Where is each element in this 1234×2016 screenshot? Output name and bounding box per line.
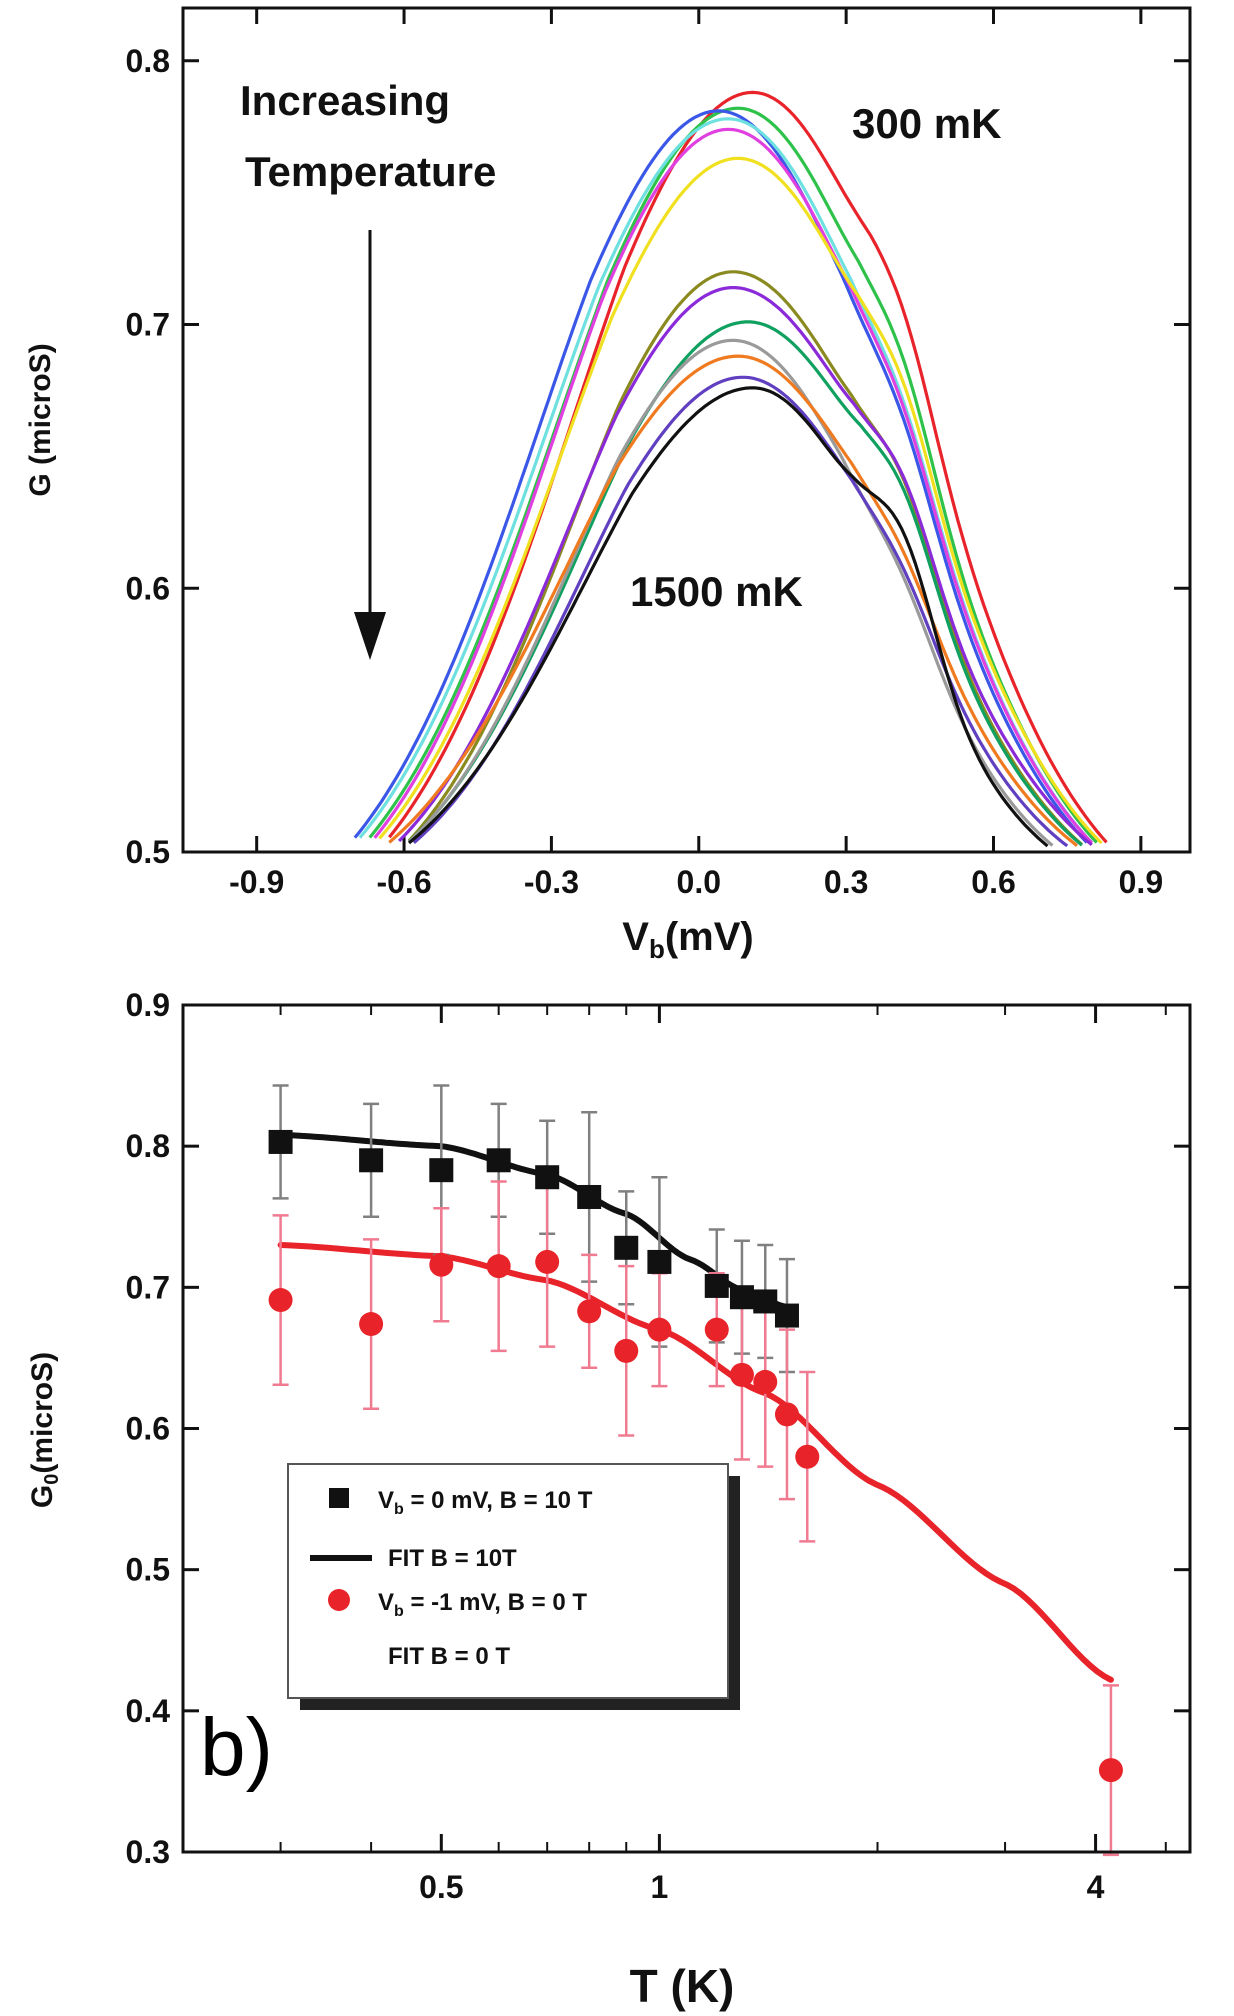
bottom-panel: 0.5 1 4 0.3 0.4 0.5 0.6 0.7 0.8 0.9 T (K) G0(mic… [26, 987, 1192, 2012]
bottom-data-point-square [774, 1303, 799, 1328]
bottom-axis-ticks [183, 1003, 1190, 1854]
legend: Vb = 0 mV, B = 10 T FIT B = 10T Vb = -1 … [287, 1463, 740, 1710]
top-temperature-curve [388, 354, 1078, 847]
increasing-label-line1: Increasing [240, 77, 450, 124]
bottom-data-point-square [704, 1273, 729, 1298]
top-temperature-curve [407, 386, 1049, 848]
bottom-x-axis-label: T (K) [630, 1960, 735, 2012]
bottom-data-point-circle [535, 1249, 560, 1274]
top-y-tick-label: 0.7 [126, 307, 170, 343]
bottom-data-point-circle [614, 1338, 639, 1363]
legend-box [287, 1463, 729, 1699]
bottom-data-point-circle [429, 1252, 454, 1277]
bottom-data-point-square [753, 1289, 778, 1314]
bottom-markers [268, 1129, 1123, 1783]
top-x-tick-labels: -0.9 -0.6 -0.3 0.0 0.3 0.6 0.9 [229, 864, 1163, 900]
top-x-tick-label: -0.3 [524, 864, 579, 900]
legend-entry-3: Vb = -1 mV, B = 0 T [378, 1589, 587, 1620]
bottom-y-tick-labels: 0.3 0.4 0.5 0.6 0.7 0.8 0.9 [126, 987, 171, 1870]
top-x-tick-label: 0.6 [971, 864, 1015, 900]
legend-entry-4: FIT B = 0 T [388, 1643, 510, 1670]
bottom-data-point-square [647, 1249, 672, 1274]
panel-label-b: b) [200, 1702, 273, 1793]
bottom-y-tick-label: 0.9 [126, 987, 170, 1023]
bottom-y-tick-label: 0.8 [126, 1128, 170, 1164]
bottom-data-point-circle [774, 1402, 799, 1427]
bottom-data-point-circle [704, 1317, 729, 1342]
bottom-y-axis-label: G0(microS) [26, 1352, 63, 1508]
increasing-arrow-head [354, 612, 386, 660]
bottom-y-tick-label: 0.7 [126, 1269, 170, 1305]
top-temperature-curve [368, 106, 1098, 844]
label-1500mk: 1500 mK [630, 568, 803, 615]
top-temperature-curve [407, 338, 1054, 847]
bottom-data-point-circle [729, 1362, 754, 1387]
top-temperature-curve [378, 156, 1103, 845]
top-temperature-curve [397, 286, 1093, 847]
bottom-x-tick-labels: 0.5 1 4 [419, 1869, 1105, 1905]
top-x-tick-label: 0.9 [1119, 864, 1163, 900]
bottom-fit-curve [277, 1242, 1114, 1683]
legend-marker-circle [328, 1589, 350, 1611]
top-y-tick-label: 0.8 [126, 43, 170, 79]
legend-marker-square [329, 1488, 349, 1508]
top-temperature-curve [358, 117, 1093, 844]
bottom-x-tick-label: 1 [651, 1869, 669, 1905]
bottom-x-tick-label: 0.5 [419, 1869, 463, 1905]
bottom-data-point-circle [486, 1254, 511, 1279]
bottom-y-tick-label: 0.3 [126, 1834, 170, 1870]
bottom-data-point-square [268, 1129, 293, 1154]
bottom-data-point-square [486, 1148, 511, 1173]
legend-entry-2: FIT B = 10T [388, 1545, 517, 1572]
bottom-data-point-circle [577, 1299, 602, 1324]
bottom-data-point-circle [795, 1444, 820, 1469]
legend-entry-1: Vb = 0 mV, B = 10 T [378, 1487, 593, 1518]
top-curves [353, 90, 1108, 848]
bottom-plot-frame [181, 1003, 1192, 1854]
bottom-data-point-circle [753, 1369, 778, 1394]
bottom-data-point-circle [359, 1312, 384, 1337]
bottom-data-point-square [729, 1285, 754, 1310]
label-300mk: 300 mK [852, 100, 1001, 147]
top-x-tick-label: 0.3 [824, 864, 868, 900]
top-x-tick-label: 0.0 [677, 864, 721, 900]
bottom-data-point-square [359, 1148, 384, 1173]
bottom-fit-curves [277, 1131, 1114, 1683]
bottom-data-point-square [535, 1165, 560, 1190]
top-temperature-curve [353, 109, 1088, 844]
bottom-y-tick-label: 0.4 [126, 1693, 171, 1729]
top-temperature-curve [412, 375, 1069, 848]
bottom-y-tick-label: 0.6 [126, 1411, 170, 1447]
top-y-tick-labels: 0.5 0.6 0.7 0.8 [126, 43, 170, 870]
bottom-y-tick-label: 0.5 [126, 1552, 170, 1588]
top-temperature-curve [373, 127, 1093, 844]
top-axis-ticks [183, 8, 1190, 854]
top-x-tick-label: -0.9 [229, 864, 284, 900]
bottom-data-point-circle [1098, 1758, 1123, 1783]
top-y-tick-label: 0.6 [126, 570, 170, 606]
top-plot-frame [181, 6, 1192, 854]
bottom-x-tick-label: 4 [1087, 1869, 1105, 1905]
bottom-data-point-square [429, 1158, 454, 1183]
top-panel: -0.9 -0.6 -0.3 0.0 0.3 0.6 0.9 0.5 0.6 0.7 0.8 Vb… [24, 6, 1192, 964]
increasing-label-line2: Temperature [245, 148, 496, 195]
top-temperature-curve [388, 90, 1108, 844]
top-temperature-curve [407, 320, 1083, 847]
top-x-tick-label: -0.6 [376, 864, 431, 900]
top-y-tick-label: 0.5 [126, 834, 170, 870]
bottom-data-point-square [577, 1184, 602, 1209]
top-y-axis-label: G (microS) [24, 343, 57, 496]
top-temperature-curve [407, 270, 1083, 846]
bottom-data-point-circle [647, 1317, 672, 1342]
bottom-fit-curve [277, 1131, 790, 1311]
top-x-axis-label: Vb(mV) [622, 915, 753, 964]
bottom-data-point-square [614, 1235, 639, 1260]
bottom-data-point-circle [268, 1288, 293, 1313]
